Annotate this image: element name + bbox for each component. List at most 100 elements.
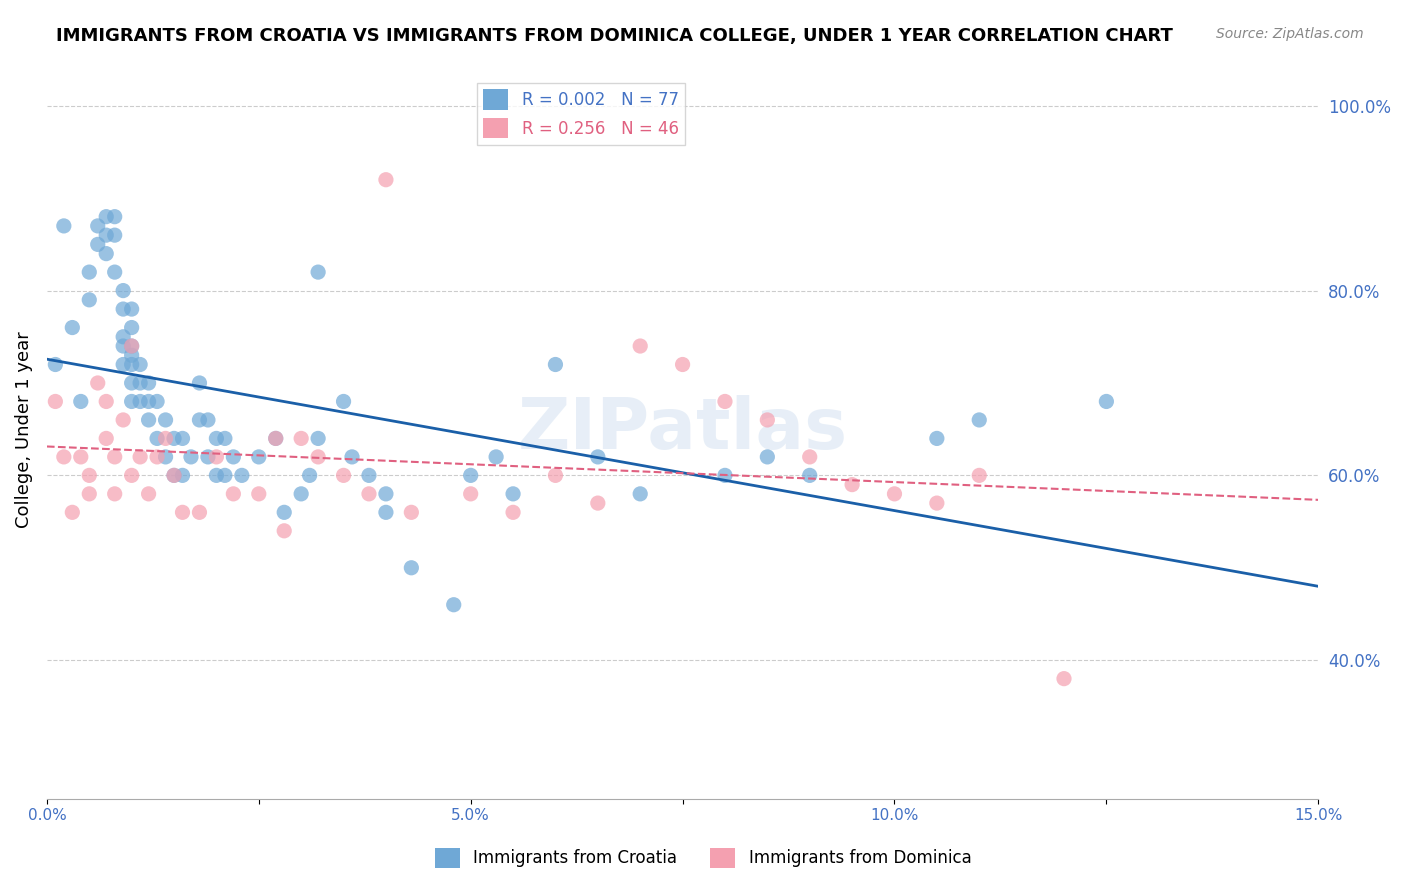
- Point: [1053, 672, 1076, 686]
- Point: [799, 468, 821, 483]
- Point: [502, 505, 524, 519]
- Point: [104, 228, 127, 243]
- Point: [628, 339, 651, 353]
- Point: [307, 450, 329, 464]
- Point: [502, 487, 524, 501]
- Point: [112, 413, 135, 427]
- Point: [188, 376, 211, 390]
- Point: [671, 358, 693, 372]
- Point: [485, 450, 508, 464]
- Point: [214, 468, 236, 483]
- Point: [332, 468, 354, 483]
- Point: [172, 432, 194, 446]
- Point: [129, 450, 152, 464]
- Point: [443, 598, 465, 612]
- Point: [273, 505, 295, 519]
- Point: [112, 358, 135, 372]
- Point: [307, 432, 329, 446]
- Point: [155, 450, 177, 464]
- Point: [188, 413, 211, 427]
- Point: [77, 265, 100, 279]
- Point: [104, 450, 127, 464]
- Point: [214, 432, 236, 446]
- Point: [121, 468, 143, 483]
- Point: [586, 496, 609, 510]
- Point: [155, 413, 177, 427]
- Point: [197, 450, 219, 464]
- Point: [841, 477, 863, 491]
- Point: [112, 284, 135, 298]
- Point: [357, 468, 380, 483]
- Point: [96, 210, 118, 224]
- Point: [69, 394, 91, 409]
- Y-axis label: College, Under 1 year: College, Under 1 year: [15, 331, 32, 527]
- Point: [52, 219, 75, 233]
- Point: [925, 496, 948, 510]
- Point: [264, 432, 287, 446]
- Point: [180, 450, 202, 464]
- Point: [172, 505, 194, 519]
- Point: [332, 394, 354, 409]
- Point: [121, 339, 143, 353]
- Point: [44, 394, 66, 409]
- Point: [714, 394, 737, 409]
- Point: [222, 487, 245, 501]
- Point: [163, 468, 186, 483]
- Point: [460, 468, 482, 483]
- Point: [247, 487, 270, 501]
- Point: [129, 358, 152, 372]
- Point: [967, 413, 990, 427]
- Point: [77, 293, 100, 307]
- Point: [714, 468, 737, 483]
- Point: [96, 246, 118, 260]
- Point: [155, 432, 177, 446]
- Point: [69, 450, 91, 464]
- Point: [799, 450, 821, 464]
- Point: [104, 487, 127, 501]
- Point: [60, 505, 83, 519]
- Point: [357, 487, 380, 501]
- Point: [138, 394, 160, 409]
- Point: [401, 561, 423, 575]
- Point: [188, 505, 211, 519]
- Point: [138, 376, 160, 390]
- Point: [222, 450, 245, 464]
- Text: ZIPatlas: ZIPatlas: [517, 394, 848, 464]
- Point: [104, 210, 127, 224]
- Point: [247, 450, 270, 464]
- Point: [290, 487, 312, 501]
- Point: [121, 348, 143, 362]
- Point: [60, 320, 83, 334]
- Point: [586, 450, 609, 464]
- Legend: Immigrants from Croatia, Immigrants from Dominica: Immigrants from Croatia, Immigrants from…: [427, 841, 979, 875]
- Point: [883, 487, 905, 501]
- Point: [205, 450, 228, 464]
- Point: [52, 450, 75, 464]
- Point: [121, 394, 143, 409]
- Point: [628, 487, 651, 501]
- Point: [172, 468, 194, 483]
- Point: [756, 450, 779, 464]
- Text: IMMIGRANTS FROM CROATIA VS IMMIGRANTS FROM DOMINICA COLLEGE, UNDER 1 YEAR CORREL: IMMIGRANTS FROM CROATIA VS IMMIGRANTS FR…: [56, 27, 1173, 45]
- Point: [112, 301, 135, 316]
- Point: [163, 468, 186, 483]
- Point: [77, 487, 100, 501]
- Point: [460, 487, 482, 501]
- Point: [138, 413, 160, 427]
- Point: [544, 468, 567, 483]
- Point: [264, 432, 287, 446]
- Point: [87, 237, 110, 252]
- Point: [756, 413, 779, 427]
- Point: [104, 265, 127, 279]
- Point: [205, 432, 228, 446]
- Point: [290, 432, 312, 446]
- Point: [129, 376, 152, 390]
- Point: [44, 358, 66, 372]
- Point: [96, 432, 118, 446]
- Point: [273, 524, 295, 538]
- Point: [146, 432, 169, 446]
- Point: [401, 505, 423, 519]
- Point: [1095, 394, 1118, 409]
- Point: [121, 358, 143, 372]
- Point: [374, 172, 396, 186]
